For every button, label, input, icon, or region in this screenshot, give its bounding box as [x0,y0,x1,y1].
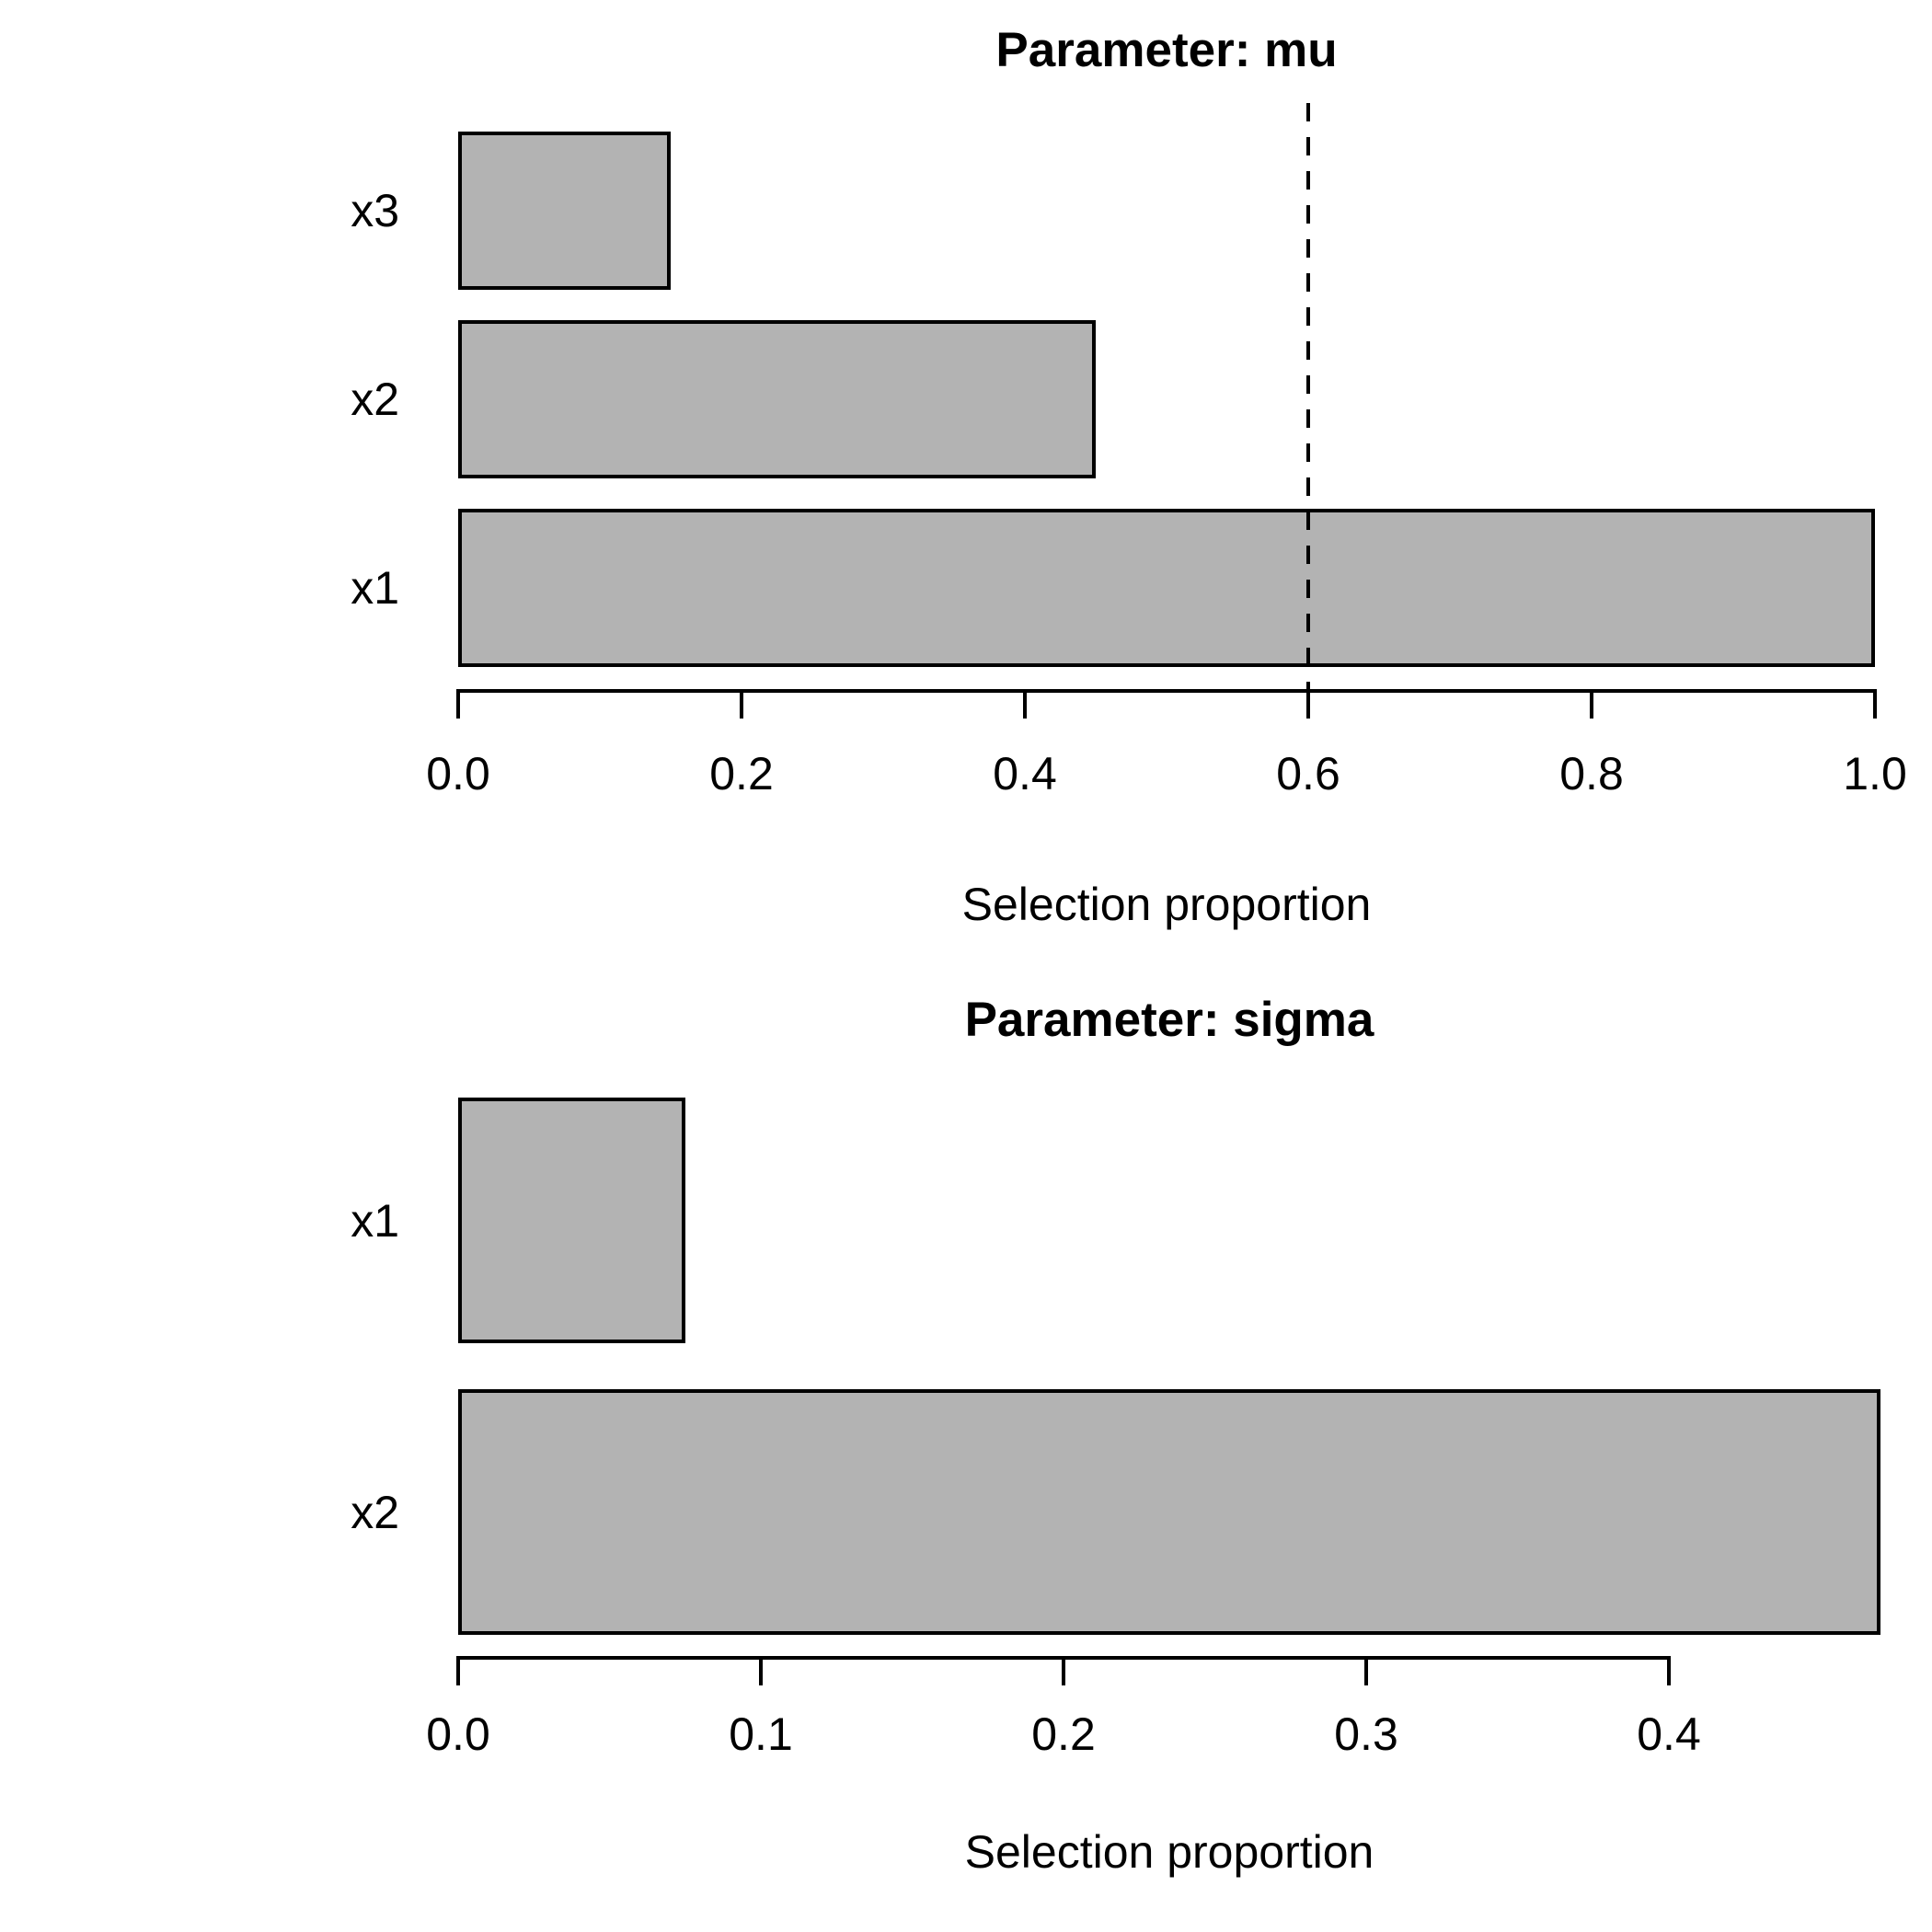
axis-tick-label: 0.0 [426,748,490,799]
axis-tick-label: 0.2 [709,748,774,799]
axis-tick-label: 0.0 [426,1708,490,1760]
chart-sigma-xlabel: Selection proportion [964,1826,1374,1878]
axis-tick [456,689,460,719]
axis-tick [1590,689,1593,719]
axis-tick [1062,1656,1065,1685]
x-axis-line [456,689,1877,693]
category-label-x2: x2 [351,1486,399,1538]
axis-tick [456,1656,460,1685]
axis-tick-label: 0.3 [1334,1708,1398,1760]
axis-tick-label: 0.8 [1559,748,1624,799]
category-label-x3: x3 [351,185,399,236]
axis-tick-label: 0.6 [1276,748,1340,799]
axis-tick [740,689,743,719]
bar-x3 [458,132,671,290]
axis-tick [759,1656,763,1685]
axis-tick-label: 0.1 [729,1708,793,1760]
axis-tick-label: 0.4 [1637,1708,1701,1760]
chart-mu-xlabel: Selection proportion [961,879,1372,930]
bar-x2 [458,320,1096,478]
axis-tick-label: 1.0 [1843,748,1907,799]
chart-mu-title: Parameter: mu [995,23,1338,77]
threshold-dashed-line [1306,103,1310,704]
axis-tick [1873,689,1877,719]
chart-sigma-title: Parameter: sigma [964,993,1374,1047]
category-label-x1: x1 [351,1194,399,1247]
axis-tick [1306,689,1310,719]
axis-tick [1364,1656,1368,1685]
axis-tick [1023,689,1027,719]
axis-tick-label: 0.2 [1031,1708,1096,1760]
axis-tick-label: 0.4 [993,748,1057,799]
bar-x2 [458,1389,1880,1635]
category-label-x2: x2 [351,374,399,425]
axis-tick [1667,1656,1671,1685]
bar-x1 [458,1098,685,1343]
bar-x1 [458,509,1875,667]
category-label-x1: x1 [351,562,399,614]
